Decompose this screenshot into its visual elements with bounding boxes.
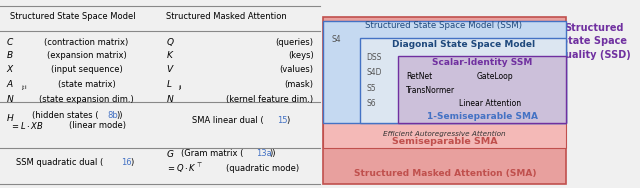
Text: 15: 15 [277,116,287,125]
Text: Structured State Space Model: Structured State Space Model [10,12,135,21]
Text: 8b: 8b [108,111,118,120]
Text: Scalar-Identity SSM: Scalar-Identity SSM [433,58,532,67]
Text: $= Q \cdot K^{\top}$: $= Q \cdot K^{\top}$ [166,161,203,175]
Text: B: B [6,51,13,60]
Text: Structured State Space Model (SSM): Structured State Space Model (SSM) [365,21,522,30]
Text: K: K [166,51,172,60]
Text: A: A [6,80,13,89]
Text: (linear mode): (linear mode) [69,121,126,130]
Text: (quadratic mode): (quadratic mode) [226,164,299,173]
Text: 1-Semiseparable SMA: 1-Semiseparable SMA [427,112,538,121]
Text: N: N [166,95,173,104]
Text: (mask): (mask) [285,80,314,89]
Text: (contraction matrix): (contraction matrix) [44,38,129,47]
Text: )): )) [116,111,124,120]
Text: Efficient Autoregressive Attention: Efficient Autoregressive Attention [383,131,506,137]
Text: Structured
State Space
Duality (SSD): Structured State Space Duality (SSD) [557,23,630,60]
Text: N: N [6,95,13,104]
Text: DSS: DSS [366,53,382,62]
Text: (input sequence): (input sequence) [51,65,122,74]
FancyBboxPatch shape [323,21,566,123]
Text: (state matrix): (state matrix) [58,80,115,89]
FancyBboxPatch shape [398,56,566,123]
Text: GateLoop: GateLoop [477,72,513,81]
Text: SSM quadratic dual (: SSM quadratic dual ( [16,158,103,167]
Text: (values): (values) [280,65,314,74]
Text: 13a: 13a [256,149,272,158]
Text: (keys): (keys) [288,51,314,60]
Text: Linear Attention: Linear Attention [460,99,522,108]
Text: (expansion matrix): (expansion matrix) [47,51,126,60]
Text: )): )) [269,149,276,158]
Text: Diagonal State Space Model: Diagonal State Space Model [392,40,536,49]
Text: 16: 16 [121,158,132,167]
Text: $G$: $G$ [166,148,175,159]
Text: S5: S5 [366,84,376,93]
Text: (queries): (queries) [276,38,314,47]
Text: V: V [166,65,173,74]
Text: ji: ji [178,85,181,90]
Text: L: L [166,80,172,89]
Text: (Gram matrix (: (Gram matrix ( [180,149,243,158]
Text: TransNormer: TransNormer [406,86,456,95]
Text: Structured Masked Attention (SMA): Structured Masked Attention (SMA) [353,169,536,178]
Text: X: X [6,65,13,74]
Text: $H$: $H$ [6,112,15,123]
Text: Semiseparable SMA: Semiseparable SMA [392,137,498,146]
Text: j:i: j:i [20,85,26,90]
Text: (state expansion dim.): (state expansion dim.) [39,95,134,104]
Text: Structured Masked Attention: Structured Masked Attention [166,12,287,21]
FancyBboxPatch shape [323,17,566,184]
Text: RetNet: RetNet [406,72,433,81]
Text: SMA linear dual (: SMA linear dual ( [192,116,264,125]
Text: $= L \cdot XB$: $= L \cdot XB$ [10,120,44,130]
Text: C: C [6,38,13,47]
Text: ): ) [131,158,134,167]
Text: S6: S6 [366,99,376,108]
FancyBboxPatch shape [323,21,566,148]
FancyBboxPatch shape [360,38,566,123]
Text: Q: Q [166,38,173,47]
Text: ): ) [287,116,290,125]
Text: (kernel feature dim.): (kernel feature dim.) [227,95,314,104]
Text: S4: S4 [332,35,341,44]
Text: S4D: S4D [366,68,382,77]
Text: (hidden states (: (hidden states ( [32,111,99,120]
